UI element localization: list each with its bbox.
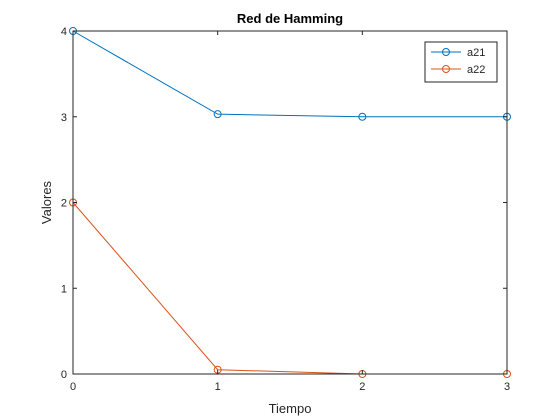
- x-tick-label: 0: [70, 381, 76, 393]
- axes-background: [73, 31, 507, 374]
- legend-label-a22: a22: [467, 64, 485, 76]
- y-axis-title: Valores: [39, 180, 54, 224]
- x-axis-title: Tiempo: [269, 401, 312, 416]
- legend-label-a21: a21: [467, 47, 485, 59]
- legend-marker-a22: [442, 65, 450, 73]
- y-tick-label: 4: [61, 26, 67, 38]
- series-line-a21: [72, 30, 507, 118]
- y-tick-label: 0: [61, 369, 67, 381]
- data-point-a21-2: [358, 112, 367, 121]
- y-tick-label: 3: [61, 112, 67, 124]
- legend-marker-a21: [442, 48, 450, 56]
- x-tick-label: 3: [504, 381, 510, 393]
- x-tick-label: 1: [215, 381, 221, 393]
- ticks-layer: 0 1 2 3 0 1 2 3 4: [61, 26, 510, 393]
- chart-title: Red de Hamming: [237, 11, 343, 26]
- x-tick-label: 2: [359, 381, 365, 393]
- data-point-a21-1: [213, 110, 222, 119]
- legend-box: [424, 41, 498, 83]
- y-tick-label: 1: [61, 283, 67, 295]
- y-tick-label: 2: [61, 198, 67, 210]
